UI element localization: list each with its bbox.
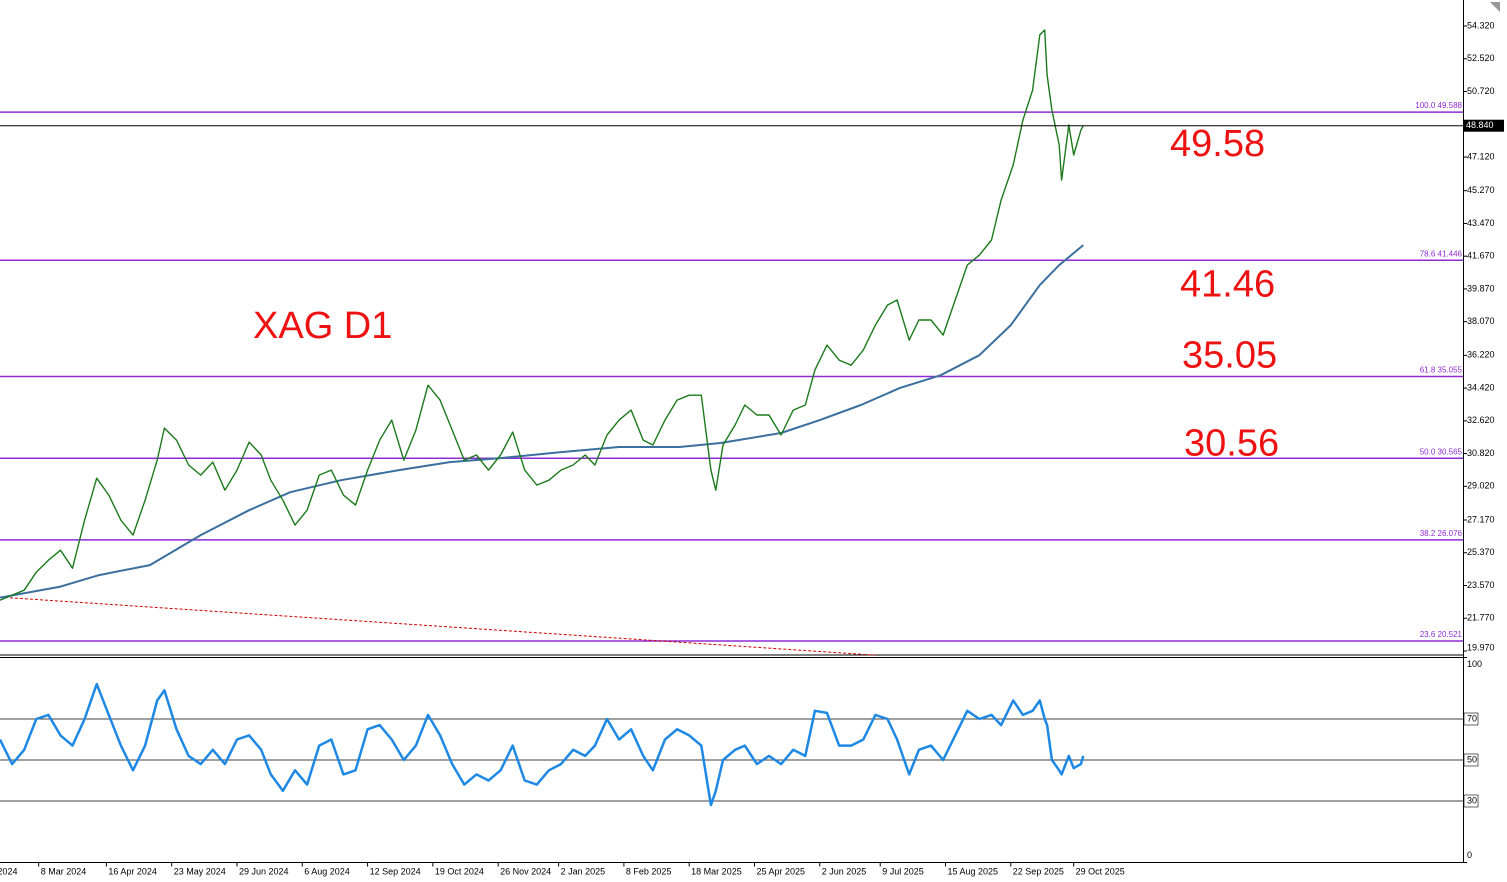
y-tick-label: 29.020 — [1467, 481, 1495, 491]
y-tick-label: 54.320 — [1467, 20, 1495, 30]
x-tick-label: 25 Apr 2025 — [756, 866, 805, 876]
y-tick-label: 45.270 — [1467, 185, 1495, 195]
price-line — [0, 596, 876, 656]
x-tick-label: 29 Oct 2025 — [1076, 866, 1125, 876]
price-annotation: 30.56 — [1184, 422, 1279, 464]
y-tick-label: 32.620 — [1467, 415, 1495, 425]
x-tick-label: 23 May 2024 — [174, 866, 226, 876]
y-tick-label: 30.820 — [1467, 448, 1495, 458]
y-tick-label: 50 — [1467, 754, 1477, 764]
x-tick-label: 19 Oct 2024 — [435, 866, 484, 876]
tick-box — [1463, 794, 1479, 808]
y-tick-label: 25.370 — [1467, 547, 1495, 557]
y-tick-label: 100 — [1467, 659, 1482, 669]
y-tick-label: 50.720 — [1467, 86, 1495, 96]
y-tick-label: 21.770 — [1467, 613, 1495, 623]
x-tick-label: 8 Mar 2024 — [41, 866, 87, 876]
scroll-icon[interactable] — [1490, 2, 1500, 12]
fib-label: 61.8 35.055 — [1420, 366, 1463, 375]
y-tick-label: 43.470 — [1467, 218, 1495, 228]
y-tick-label: 41.670 — [1467, 251, 1495, 261]
price-line — [0, 682, 1085, 807]
y-tick-label: 23.570 — [1467, 580, 1495, 590]
price-line — [0, 29, 1084, 601]
y-tick-label: 30 — [1467, 795, 1477, 805]
fib-label: 50.0 30.565 — [1420, 447, 1463, 456]
x-tick-label: 29 Jun 2024 — [239, 866, 289, 876]
y-tick-label: 19.970 — [1467, 642, 1495, 652]
x-tick-label: 16 Apr 2024 — [108, 866, 157, 876]
price-annotation: 49.58 — [1170, 123, 1265, 165]
fib-label: 100.0 49.588 — [1415, 101, 1462, 110]
y-tick-label: 47.120 — [1467, 151, 1495, 161]
current-price-box — [1464, 119, 1504, 132]
chart-title: XAG D1 — [253, 305, 392, 347]
fib-label: 78.6 41.446 — [1420, 249, 1463, 258]
y-tick-label: 39.870 — [1467, 283, 1495, 293]
fib-label: 23.6 20.521 — [1420, 630, 1463, 639]
x-tick-label: 12 Sep 2024 — [370, 866, 421, 876]
x-tick-label: 2 Jan 2025 — [561, 866, 606, 876]
y-tick-label: 70 — [1467, 713, 1477, 723]
fib-label: 38.2 26.076 — [1420, 529, 1463, 538]
y-tick-label: 52.520 — [1467, 53, 1495, 63]
x-tick-label: 15 Aug 2025 — [948, 866, 999, 876]
current-price-label: 48.840 — [1466, 120, 1494, 130]
price-line — [0, 244, 1084, 599]
x-tick-label: 9 Jul 2025 — [882, 866, 924, 876]
y-tick-label: 0 — [1467, 850, 1472, 860]
x-tick-label: 18 Mar 2025 — [691, 866, 742, 876]
tick-box — [1463, 753, 1479, 767]
x-tick-label: 8 Feb 2025 — [626, 866, 672, 876]
y-tick-label: 34.420 — [1467, 382, 1495, 392]
x-tick-label: n 2024 — [0, 866, 17, 876]
price-annotation: 41.46 — [1180, 263, 1275, 305]
x-tick-label: 2 Jun 2025 — [822, 866, 867, 876]
y-tick-label: 27.170 — [1467, 514, 1495, 524]
y-tick-label: 36.220 — [1467, 350, 1495, 360]
x-tick-label: 26 Nov 2024 — [500, 866, 551, 876]
tick-box — [1463, 712, 1479, 726]
x-tick-label: 6 Aug 2024 — [304, 866, 350, 876]
y-tick-label: 38.070 — [1467, 316, 1495, 326]
x-tick-label: 22 Sep 2025 — [1013, 866, 1064, 876]
price-annotation: 35.05 — [1182, 335, 1277, 377]
